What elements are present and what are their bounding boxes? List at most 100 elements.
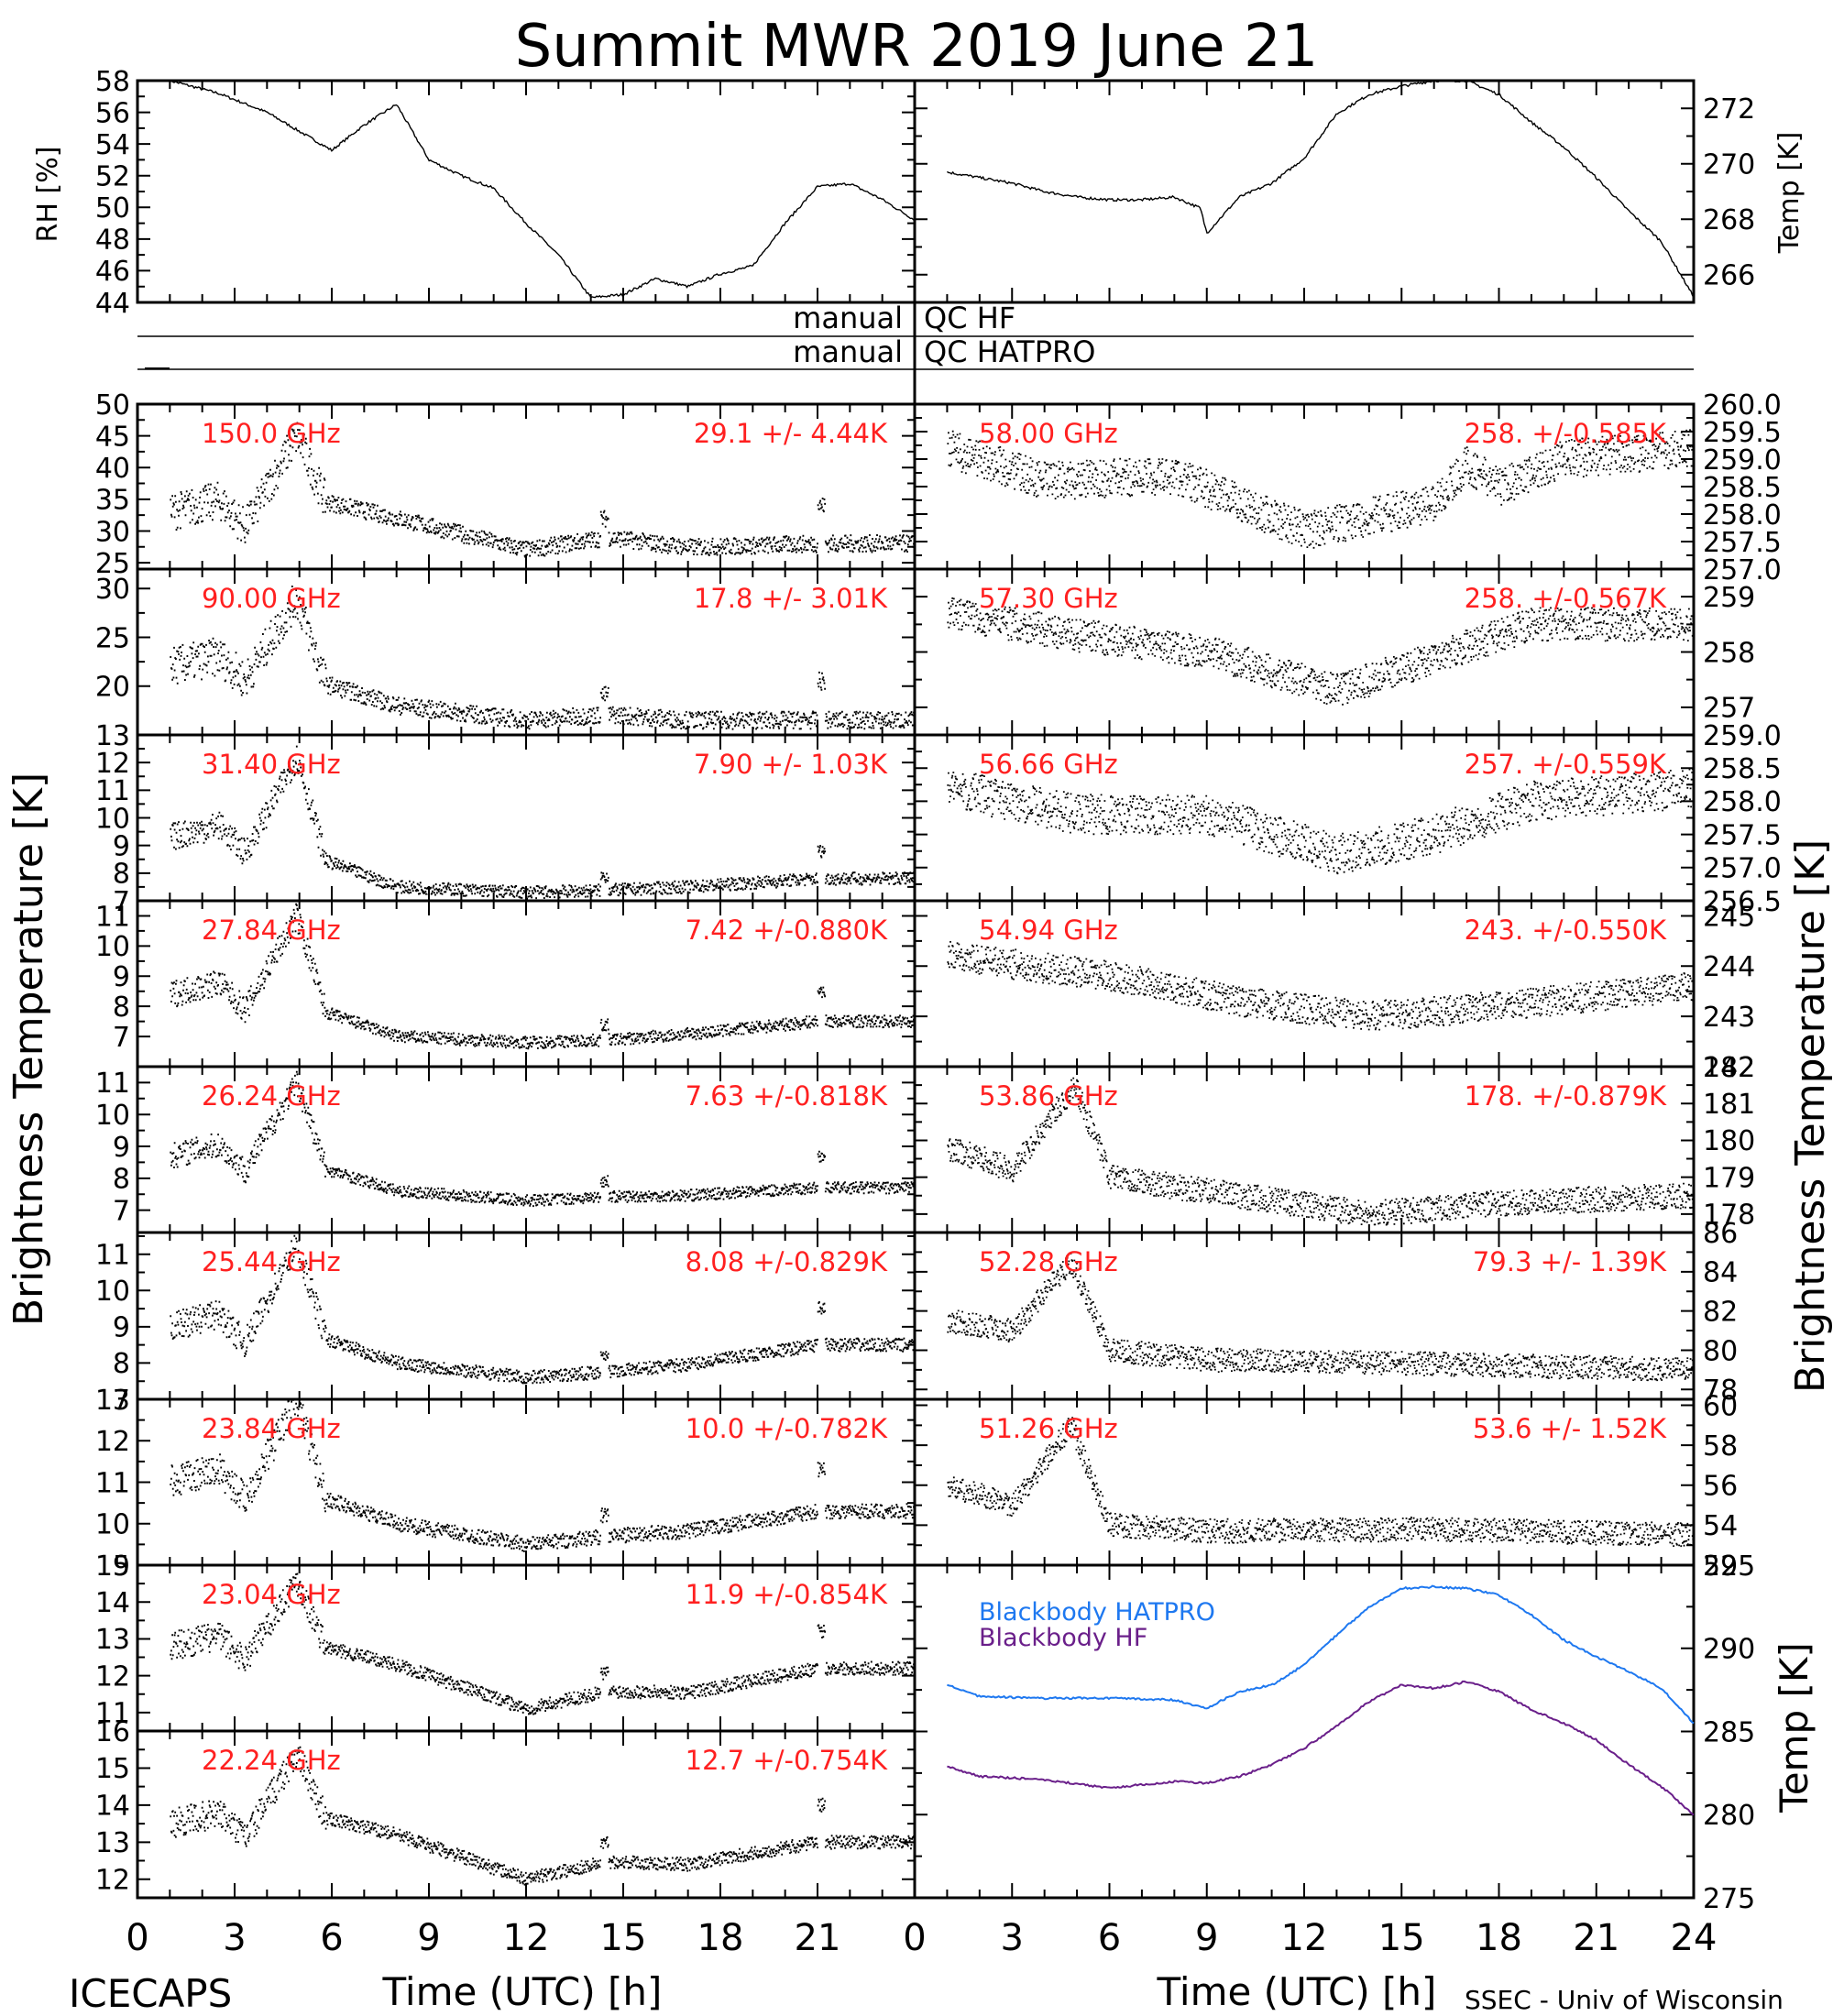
y-tick-label: 7: [113, 1385, 130, 1417]
channel-series: [170, 422, 916, 558]
x-tick-label: 3: [1001, 1917, 1024, 1959]
channel-x-ticks: [137, 735, 916, 901]
channel-frequency-label: 58.00 GHz: [979, 418, 1118, 449]
blackbody-y-axis: 275 280 285 290 295: [915, 1550, 1755, 1915]
x-tick-label: 15: [600, 1917, 647, 1959]
y-tick-label: 9: [113, 1312, 130, 1344]
y-tick-label: 272: [1703, 93, 1755, 126]
channel-x-ticks: [914, 1233, 1695, 1399]
channel-x-ticks: [137, 1233, 916, 1399]
footer-right: SSEC - Univ of Wisconsin: [1465, 1985, 1784, 2015]
channel-x-ticks: [914, 1067, 1695, 1233]
y-tick-label: 54: [95, 129, 130, 161]
channel-stat-label: 29.1 +/- 4.44K: [694, 418, 888, 449]
y-tick-label: 30: [95, 516, 130, 548]
y-ticks: [915, 596, 1694, 708]
channel-stat-label: 258. +/-0.567K: [1465, 583, 1667, 614]
legend-entry: Blackbody HF: [979, 1624, 1147, 1652]
y-tick-label: 8: [113, 1164, 130, 1196]
channel-x-ticks: [137, 1565, 916, 1731]
channel-series: [170, 1746, 916, 1886]
temp-ylabel: Temp [K]: [1773, 132, 1806, 255]
y-tick-label: 48: [95, 225, 130, 257]
y-tick-label: 11: [95, 1467, 130, 1499]
y-tick-label: 258.0: [1703, 499, 1782, 531]
y-tick-label: 16: [95, 1716, 130, 1748]
y-tick-label: 180: [1703, 1125, 1755, 1157]
channel-stat-label: 258. +/-0.585K: [1465, 418, 1667, 449]
y-tick-label: 15: [95, 1550, 130, 1583]
y-tick-label: 60: [1703, 1390, 1738, 1422]
temp-series: [947, 80, 1695, 299]
rh-ylabel: RH [%]: [32, 147, 64, 243]
x-tick-label: 24: [1671, 1917, 1718, 1959]
channel-series: [170, 1572, 916, 1715]
y-tick-label: 46: [95, 256, 130, 288]
temp-panel-frame: [913, 79, 1696, 304]
x-tick-label: 18: [1476, 1917, 1522, 1959]
y-tick-label: 9: [113, 961, 130, 993]
y-tick-label: 259.0: [1703, 444, 1782, 477]
channel-x-ticks: [914, 735, 1695, 901]
y-tick-label: 285: [1703, 1716, 1755, 1748]
channel-frequency-label: 23.04 GHz: [202, 1579, 341, 1610]
channel-y-axis: 242 243 244 245: [915, 901, 1755, 1084]
y-ticks: [137, 80, 915, 303]
y-tick-label: 179: [1703, 1162, 1755, 1194]
y-tick-label: 258.5: [1703, 753, 1782, 785]
channel-series: [170, 1398, 916, 1552]
channel-stat-label: 8.08 +/-0.829K: [686, 1246, 888, 1277]
y-tick-label: 258.5: [1703, 472, 1782, 504]
y-tick-label: 275: [1703, 1883, 1755, 1915]
channel-stat-label: 257. +/-0.559K: [1465, 749, 1667, 780]
y-tick-label: 10: [95, 1100, 130, 1132]
y-tick-label: 257.0: [1703, 853, 1782, 885]
blackbody-ylabel: Temp [K]: [1772, 1642, 1817, 1813]
channel-x-ticks: [914, 404, 1695, 569]
y-tick-label: 268: [1703, 204, 1755, 236]
rh-x-ticks: [137, 81, 916, 302]
y-tick-label: 8: [113, 1348, 130, 1380]
channel-stat-label: 79.3 +/- 1.39K: [1473, 1246, 1667, 1277]
y-axis-label: Brightness Temperature [K]: [1787, 839, 1833, 1393]
y-tick-label: 30: [95, 574, 130, 606]
rh-series: [169, 80, 916, 299]
y-tick-label: 290: [1703, 1634, 1755, 1666]
y-tick-label: 58: [95, 66, 130, 98]
x-tick-label: 21: [1573, 1917, 1619, 1959]
y-tick-label: 257: [1703, 693, 1755, 725]
y-tick-label: 12: [95, 1865, 130, 1897]
y-axis-label: Brightness Temperature [K]: [5, 772, 52, 1326]
x-tick-label: 6: [1098, 1917, 1121, 1959]
y-ticks: [137, 915, 915, 1038]
y-tick-label: 13: [95, 1624, 130, 1656]
y-tick-label: 259.5: [1703, 417, 1782, 449]
channel-stat-label: 11.9 +/-0.854K: [686, 1579, 888, 1610]
y-tick-label: 12: [95, 1660, 130, 1693]
y-tick-label: 7: [113, 1022, 130, 1054]
y-tick-label: 11: [95, 1068, 130, 1100]
y-tick-label: 8: [113, 859, 130, 891]
channel-y-axis: 7 8 9 10 11: [95, 1234, 915, 1417]
channel-frequency-label: 52.28 GHz: [979, 1246, 1118, 1277]
channel-frequency-label: 56.66 GHz: [979, 749, 1118, 780]
qc-label-right: QC HF: [924, 301, 1015, 335]
y-ticks: [137, 587, 915, 687]
y-tick-label: 52: [95, 161, 130, 193]
y-tick-label: 44: [95, 288, 130, 320]
channel-y-axis: 12 13 14 15 16: [95, 1716, 915, 1897]
channel-x-ticks: [914, 569, 1695, 735]
y-tick-label: 45: [95, 421, 130, 453]
channel-stat-label: 53.6 +/- 1.52K: [1473, 1413, 1667, 1444]
channel-series: [170, 586, 916, 730]
channel-x-ticks: [914, 1399, 1695, 1565]
y-tick-label: 280: [1703, 1800, 1755, 1832]
channel-stat-label: 7.90 +/- 1.03K: [694, 749, 888, 780]
x-tick-label: 0: [126, 1917, 148, 1959]
x-tick-label: 3: [223, 1917, 246, 1959]
y-tick-label: 14: [95, 1587, 130, 1619]
